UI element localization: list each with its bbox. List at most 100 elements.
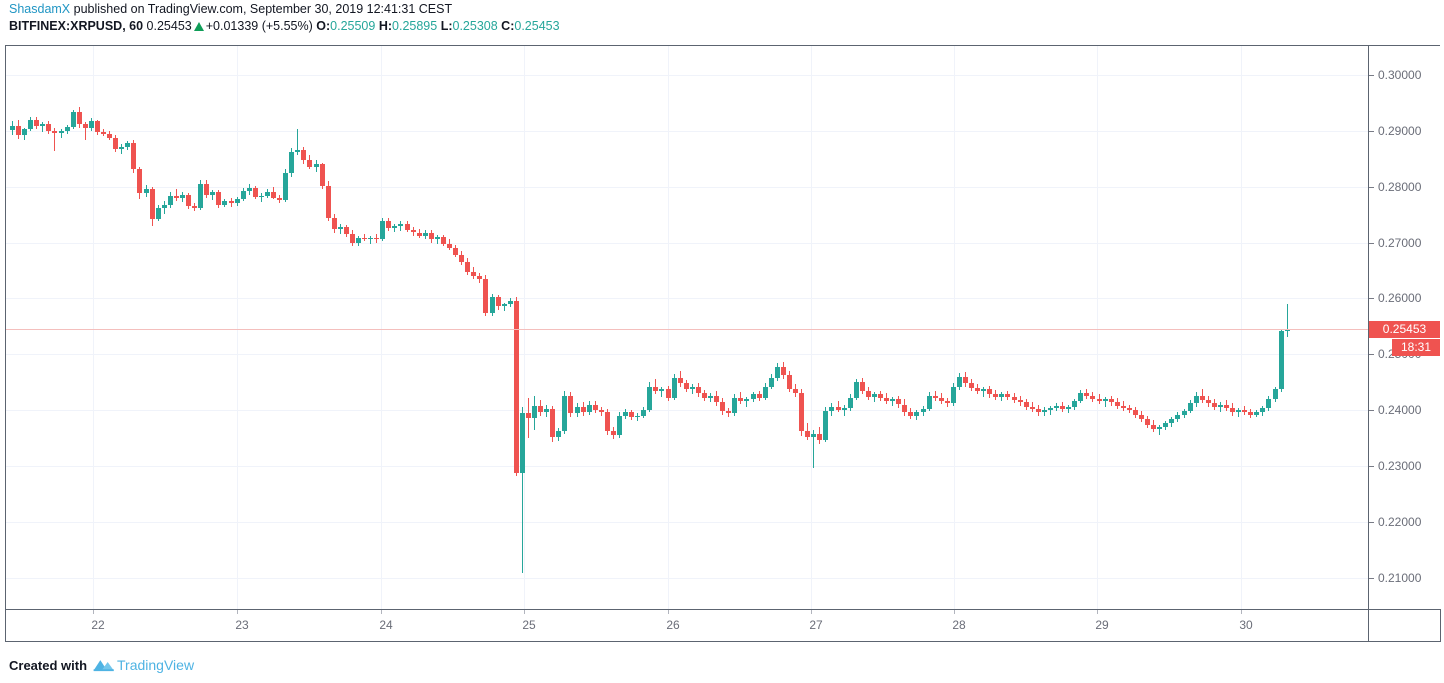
price-tick [1369, 298, 1374, 299]
price-tick-label: 0.23000 [1378, 459, 1422, 473]
publisher-line: ShasdamX published on TradingView.com, S… [9, 2, 452, 16]
candle-body [447, 243, 452, 249]
close-value: 0.25453 [514, 19, 560, 33]
price-tick-label: 0.22000 [1378, 515, 1422, 529]
current-price-badge[interactable]: 0.25453 [1369, 321, 1440, 338]
candle-body [653, 386, 658, 392]
price-gridline [6, 131, 1369, 132]
candle-body [538, 405, 543, 413]
price-gridline [6, 243, 1369, 244]
time-tick [1097, 610, 1098, 614]
date-tick-label: 27 [809, 618, 823, 632]
price-gridline [6, 187, 1369, 188]
candle-body [307, 159, 312, 167]
candle-body [732, 397, 737, 414]
candle-body [872, 394, 877, 397]
candle-wick [85, 121, 86, 140]
price-tick [1369, 578, 1374, 579]
candle-body [927, 395, 932, 409]
candle-body [411, 230, 416, 233]
candle-body [289, 152, 294, 174]
candle-body [83, 124, 88, 129]
candle-body [65, 126, 70, 132]
candle-wick [892, 396, 893, 406]
candle-body [332, 217, 337, 230]
candlestick-plot-area[interactable] [5, 45, 1369, 610]
candle-wick [522, 406, 523, 574]
date-tick-label: 22 [91, 618, 105, 632]
time-axis[interactable]: 22 23 24 25 26 27 28 29 30 [5, 609, 1369, 642]
candle-body [672, 377, 677, 398]
candle-wick [844, 404, 845, 416]
candle-wick [1220, 402, 1221, 413]
candle-body [259, 195, 264, 197]
candle-body [1273, 388, 1278, 399]
candle-body [684, 383, 689, 389]
candle-body [320, 164, 325, 186]
footer: Created with TradingView [9, 655, 194, 675]
candle-body [1066, 406, 1071, 409]
candle-body [921, 408, 926, 413]
date-tick-label: 26 [666, 618, 680, 632]
price-tick [1369, 410, 1374, 411]
candle-body [113, 137, 118, 149]
candle-body [229, 201, 234, 204]
candle-body [210, 192, 215, 195]
author-name[interactable]: ShasdamX [9, 2, 71, 16]
current-time-badge[interactable]: 18:31 [1392, 339, 1440, 356]
candle-body [993, 394, 998, 397]
candle-body [483, 279, 488, 313]
candle-body [878, 394, 883, 398]
candle-body [836, 406, 841, 411]
candle-body [1060, 405, 1065, 409]
candle-body [702, 393, 707, 398]
candle-body [1194, 395, 1199, 404]
candle-wick [261, 193, 262, 203]
candle-body [350, 233, 355, 243]
price-axis[interactable]: 0.300000.290000.280000.270000.260000.250… [1368, 45, 1440, 610]
candle-body [763, 386, 768, 398]
candle-wick [1050, 405, 1051, 415]
created-with-label: Created with [9, 657, 88, 673]
tradingview-brand[interactable]: TradingView [117, 657, 195, 673]
candle-body [89, 120, 94, 129]
symbol-label[interactable]: BITFINEX:XRPUSD, 60 [9, 19, 144, 33]
candle-body [101, 131, 106, 135]
candle-body [1072, 401, 1077, 407]
price-gridline [6, 578, 1369, 579]
price-tick-label: 0.26000 [1378, 291, 1422, 305]
candle-body [1279, 330, 1284, 389]
time-tick [954, 610, 955, 614]
candle-body [125, 142, 130, 147]
candle-body [811, 433, 816, 437]
candle-body [599, 410, 604, 413]
candle-wick [504, 302, 505, 311]
candle-wick [400, 221, 401, 232]
time-gridline [381, 46, 382, 610]
candle-body [71, 112, 76, 127]
candle-body [301, 149, 306, 160]
candle-body [496, 297, 501, 307]
candle-body [848, 397, 853, 408]
open-label: O: [316, 19, 331, 33]
candle-body [271, 192, 276, 198]
candle-body [405, 223, 410, 231]
candle-body [465, 261, 470, 272]
candle-body [490, 297, 495, 313]
candle-body [168, 195, 173, 205]
candle-body [131, 142, 136, 170]
candle-body [744, 398, 749, 402]
candle-body [1236, 410, 1241, 413]
candle-body [866, 391, 871, 397]
price-tick-label: 0.27000 [1378, 236, 1422, 250]
candle-body [720, 402, 725, 412]
time-gridline [1097, 46, 1098, 610]
candle-body [933, 395, 938, 398]
candle-body [77, 112, 82, 125]
candle-body [471, 271, 476, 277]
candle-body [981, 388, 986, 392]
candle-body [119, 146, 124, 149]
candle-body [1163, 423, 1168, 427]
candle-body [338, 226, 343, 230]
candle-body [963, 376, 968, 384]
